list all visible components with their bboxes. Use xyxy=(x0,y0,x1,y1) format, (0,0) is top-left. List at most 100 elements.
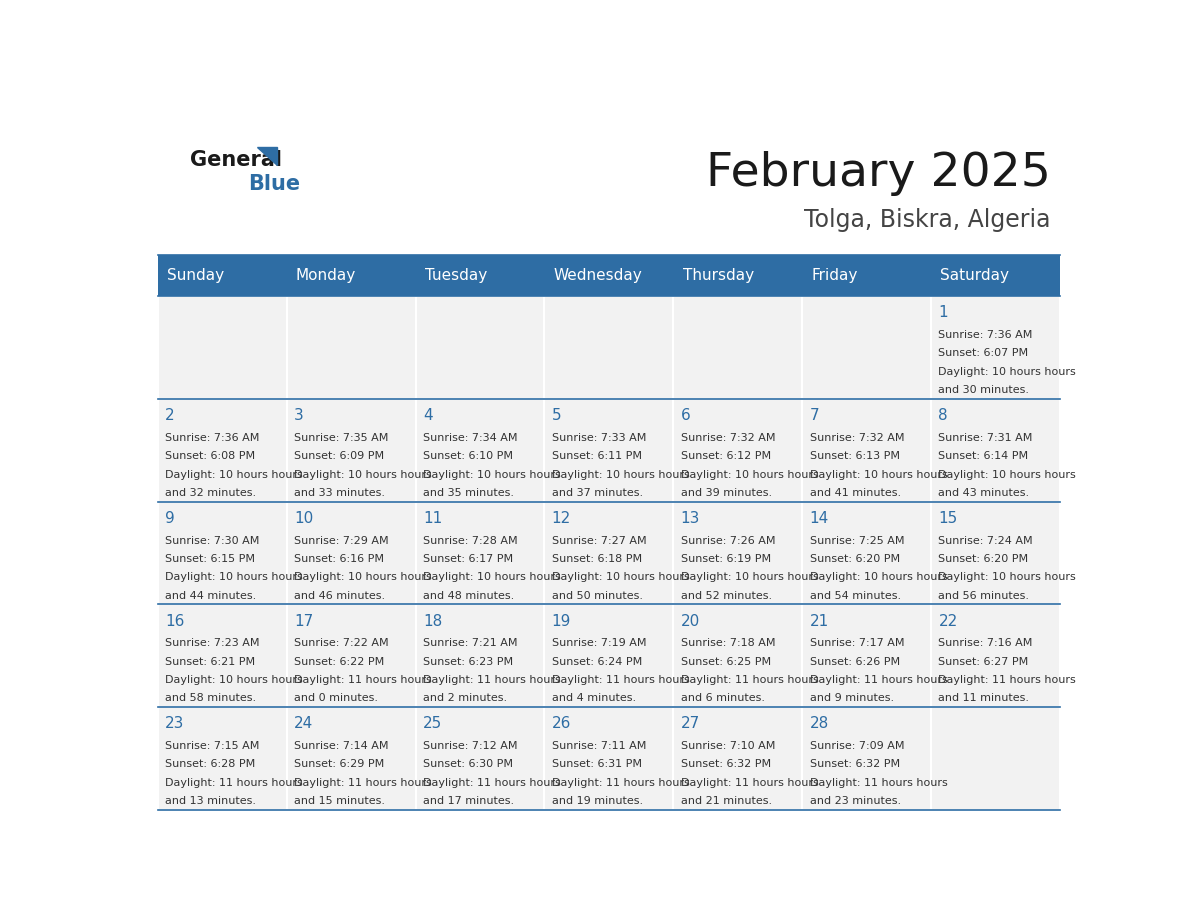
Text: and 56 minutes.: and 56 minutes. xyxy=(939,590,1030,600)
Text: Sunset: 6:23 PM: Sunset: 6:23 PM xyxy=(423,656,513,666)
Text: Sunrise: 7:28 AM: Sunrise: 7:28 AM xyxy=(423,535,518,545)
Text: Sunset: 6:16 PM: Sunset: 6:16 PM xyxy=(293,554,384,564)
Bar xyxy=(674,297,802,398)
Text: Sunrise: 7:34 AM: Sunrise: 7:34 AM xyxy=(423,432,517,442)
Text: 28: 28 xyxy=(809,716,829,732)
Text: and 46 minutes.: and 46 minutes. xyxy=(293,590,385,600)
Text: Tolga, Biskra, Algeria: Tolga, Biskra, Algeria xyxy=(804,207,1051,231)
Text: Sunrise: 7:16 AM: Sunrise: 7:16 AM xyxy=(939,638,1032,648)
Bar xyxy=(802,707,931,810)
Text: 12: 12 xyxy=(551,510,571,526)
Text: Sunset: 6:25 PM: Sunset: 6:25 PM xyxy=(681,656,771,666)
Text: and 41 minutes.: and 41 minutes. xyxy=(809,487,901,498)
Text: Sunrise: 7:12 AM: Sunrise: 7:12 AM xyxy=(423,741,517,751)
Text: and 43 minutes.: and 43 minutes. xyxy=(939,487,1030,498)
Text: Sunrise: 7:27 AM: Sunrise: 7:27 AM xyxy=(551,535,646,545)
Text: and 52 minutes.: and 52 minutes. xyxy=(681,590,772,600)
Bar xyxy=(158,297,286,398)
Text: 9: 9 xyxy=(165,510,175,526)
Text: Sunset: 6:08 PM: Sunset: 6:08 PM xyxy=(165,451,255,461)
Text: 13: 13 xyxy=(681,510,700,526)
Text: 20: 20 xyxy=(681,613,700,629)
Text: Daylight: 11 hours hours: Daylight: 11 hours hours xyxy=(551,675,689,685)
Bar xyxy=(674,707,802,810)
Text: and 0 minutes.: and 0 minutes. xyxy=(293,693,378,703)
Text: and 37 minutes.: and 37 minutes. xyxy=(551,487,643,498)
Text: Daylight: 11 hours hours: Daylight: 11 hours hours xyxy=(423,778,561,788)
Bar xyxy=(416,707,544,810)
Bar xyxy=(544,398,674,501)
Text: Sunrise: 7:26 AM: Sunrise: 7:26 AM xyxy=(681,535,775,545)
Text: Daylight: 11 hours hours: Daylight: 11 hours hours xyxy=(809,675,947,685)
Text: Sunrise: 7:25 AM: Sunrise: 7:25 AM xyxy=(809,535,904,545)
Text: General: General xyxy=(190,150,282,170)
Text: Sunrise: 7:36 AM: Sunrise: 7:36 AM xyxy=(939,330,1032,340)
Text: 17: 17 xyxy=(293,613,314,629)
Bar xyxy=(158,501,286,604)
Text: February 2025: February 2025 xyxy=(706,151,1051,196)
Bar xyxy=(544,604,674,707)
Text: 11: 11 xyxy=(423,510,442,526)
Text: Sunrise: 7:10 AM: Sunrise: 7:10 AM xyxy=(681,741,775,751)
Bar xyxy=(674,501,802,604)
Text: Sunrise: 7:33 AM: Sunrise: 7:33 AM xyxy=(551,432,646,442)
Text: Sunrise: 7:15 AM: Sunrise: 7:15 AM xyxy=(165,741,259,751)
Text: Sunrise: 7:21 AM: Sunrise: 7:21 AM xyxy=(423,638,517,648)
Bar xyxy=(286,297,416,398)
Text: Sunrise: 7:09 AM: Sunrise: 7:09 AM xyxy=(809,741,904,751)
Bar xyxy=(802,604,931,707)
Text: Daylight: 10 hours hours: Daylight: 10 hours hours xyxy=(423,572,561,582)
Text: Daylight: 11 hours hours: Daylight: 11 hours hours xyxy=(293,778,431,788)
Text: and 4 minutes.: and 4 minutes. xyxy=(551,693,636,703)
Text: 4: 4 xyxy=(423,408,432,423)
Text: and 44 minutes.: and 44 minutes. xyxy=(165,590,257,600)
Text: Daylight: 11 hours hours: Daylight: 11 hours hours xyxy=(551,778,689,788)
Bar xyxy=(674,604,802,707)
Text: and 9 minutes.: and 9 minutes. xyxy=(809,693,893,703)
Text: 16: 16 xyxy=(165,613,184,629)
Text: Daylight: 10 hours hours: Daylight: 10 hours hours xyxy=(809,469,947,479)
Bar xyxy=(544,501,674,604)
Text: 14: 14 xyxy=(809,510,829,526)
Text: Sunset: 6:30 PM: Sunset: 6:30 PM xyxy=(423,759,513,769)
Text: Saturday: Saturday xyxy=(940,268,1010,283)
Bar xyxy=(286,707,416,810)
Text: and 2 minutes.: and 2 minutes. xyxy=(423,693,507,703)
Text: Daylight: 11 hours hours: Daylight: 11 hours hours xyxy=(681,778,819,788)
Text: Sunset: 6:19 PM: Sunset: 6:19 PM xyxy=(681,554,771,564)
Text: 15: 15 xyxy=(939,510,958,526)
Text: Friday: Friday xyxy=(811,268,858,283)
Text: Daylight: 10 hours hours: Daylight: 10 hours hours xyxy=(423,469,561,479)
Text: Sunrise: 7:30 AM: Sunrise: 7:30 AM xyxy=(165,535,259,545)
Text: 10: 10 xyxy=(293,510,314,526)
Text: 27: 27 xyxy=(681,716,700,732)
Text: Daylight: 10 hours hours: Daylight: 10 hours hours xyxy=(809,572,947,582)
Bar xyxy=(158,398,286,501)
Text: Sunrise: 7:23 AM: Sunrise: 7:23 AM xyxy=(165,638,259,648)
Text: 24: 24 xyxy=(293,716,314,732)
Text: Daylight: 11 hours hours: Daylight: 11 hours hours xyxy=(939,675,1076,685)
Text: Daylight: 10 hours hours: Daylight: 10 hours hours xyxy=(165,572,303,582)
Bar xyxy=(544,297,674,398)
Bar xyxy=(416,501,544,604)
Text: 19: 19 xyxy=(551,613,571,629)
Bar xyxy=(674,398,802,501)
Text: Sunday: Sunday xyxy=(166,268,225,283)
Text: Sunset: 6:28 PM: Sunset: 6:28 PM xyxy=(165,759,255,769)
Text: Daylight: 10 hours hours: Daylight: 10 hours hours xyxy=(165,469,303,479)
Bar xyxy=(286,398,416,501)
Text: Daylight: 10 hours hours: Daylight: 10 hours hours xyxy=(681,572,819,582)
Text: Sunset: 6:11 PM: Sunset: 6:11 PM xyxy=(551,451,642,461)
Text: Sunrise: 7:32 AM: Sunrise: 7:32 AM xyxy=(681,432,775,442)
Text: Daylight: 10 hours hours: Daylight: 10 hours hours xyxy=(293,469,431,479)
Text: Daylight: 10 hours hours: Daylight: 10 hours hours xyxy=(939,367,1076,376)
Bar xyxy=(286,501,416,604)
Text: Sunrise: 7:19 AM: Sunrise: 7:19 AM xyxy=(551,638,646,648)
Text: Sunrise: 7:17 AM: Sunrise: 7:17 AM xyxy=(809,638,904,648)
Text: 2: 2 xyxy=(165,408,175,423)
Text: Sunrise: 7:24 AM: Sunrise: 7:24 AM xyxy=(939,535,1034,545)
Text: Daylight: 11 hours hours: Daylight: 11 hours hours xyxy=(165,778,303,788)
Text: 3: 3 xyxy=(293,408,304,423)
Text: Daylight: 10 hours hours: Daylight: 10 hours hours xyxy=(165,675,303,685)
Text: Sunset: 6:31 PM: Sunset: 6:31 PM xyxy=(551,759,642,769)
